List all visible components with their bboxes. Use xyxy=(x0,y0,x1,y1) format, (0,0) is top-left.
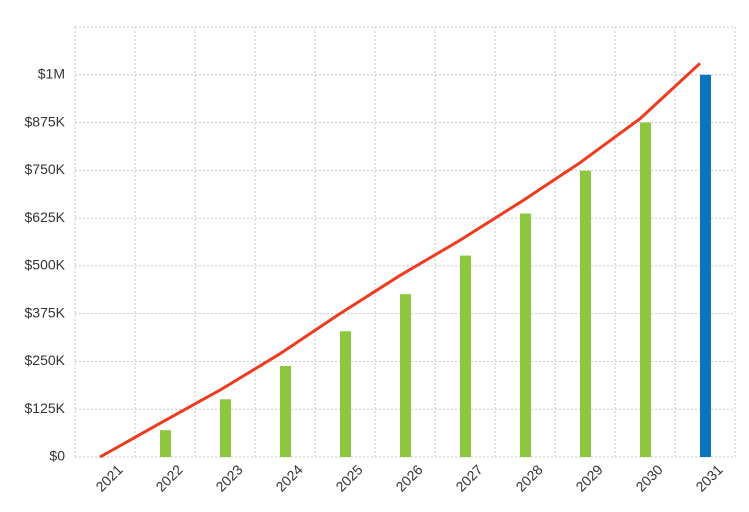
x-tick-label: 2024 xyxy=(272,461,305,494)
bar xyxy=(700,74,711,458)
x-tick-label: 2027 xyxy=(452,461,485,494)
bar xyxy=(280,366,291,457)
x-tick-label: 2023 xyxy=(212,461,245,494)
trend-line xyxy=(99,62,702,459)
x-tick-label: 2031 xyxy=(692,461,725,494)
y-tick-label: $750K xyxy=(25,161,66,177)
bar xyxy=(220,399,231,457)
x-tick-label: 2026 xyxy=(392,461,425,494)
bar xyxy=(340,331,351,457)
bar xyxy=(400,294,411,457)
bar xyxy=(160,430,171,457)
y-tick-label: $125K xyxy=(25,400,66,416)
x-tick-label: 2028 xyxy=(512,461,545,494)
bar xyxy=(460,255,471,457)
bar xyxy=(580,170,591,457)
x-tick-label: 2022 xyxy=(152,461,185,494)
y-tick-label: $250K xyxy=(25,352,66,368)
y-tick-label: $500K xyxy=(25,257,66,273)
x-tick-label: 2021 xyxy=(92,461,125,494)
y-tick-label: $1M xyxy=(38,65,65,81)
x-tick-label: 2029 xyxy=(572,461,605,494)
x-tick-label: 2025 xyxy=(332,461,365,494)
y-tick-label: $0 xyxy=(49,448,65,464)
y-tick-label: $875K xyxy=(25,113,66,129)
x-tick-label: 2030 xyxy=(632,461,665,494)
y-tick-label: $625K xyxy=(25,209,66,225)
y-tick-label: $375K xyxy=(25,304,66,320)
bar xyxy=(640,122,651,458)
bar xyxy=(520,213,531,457)
